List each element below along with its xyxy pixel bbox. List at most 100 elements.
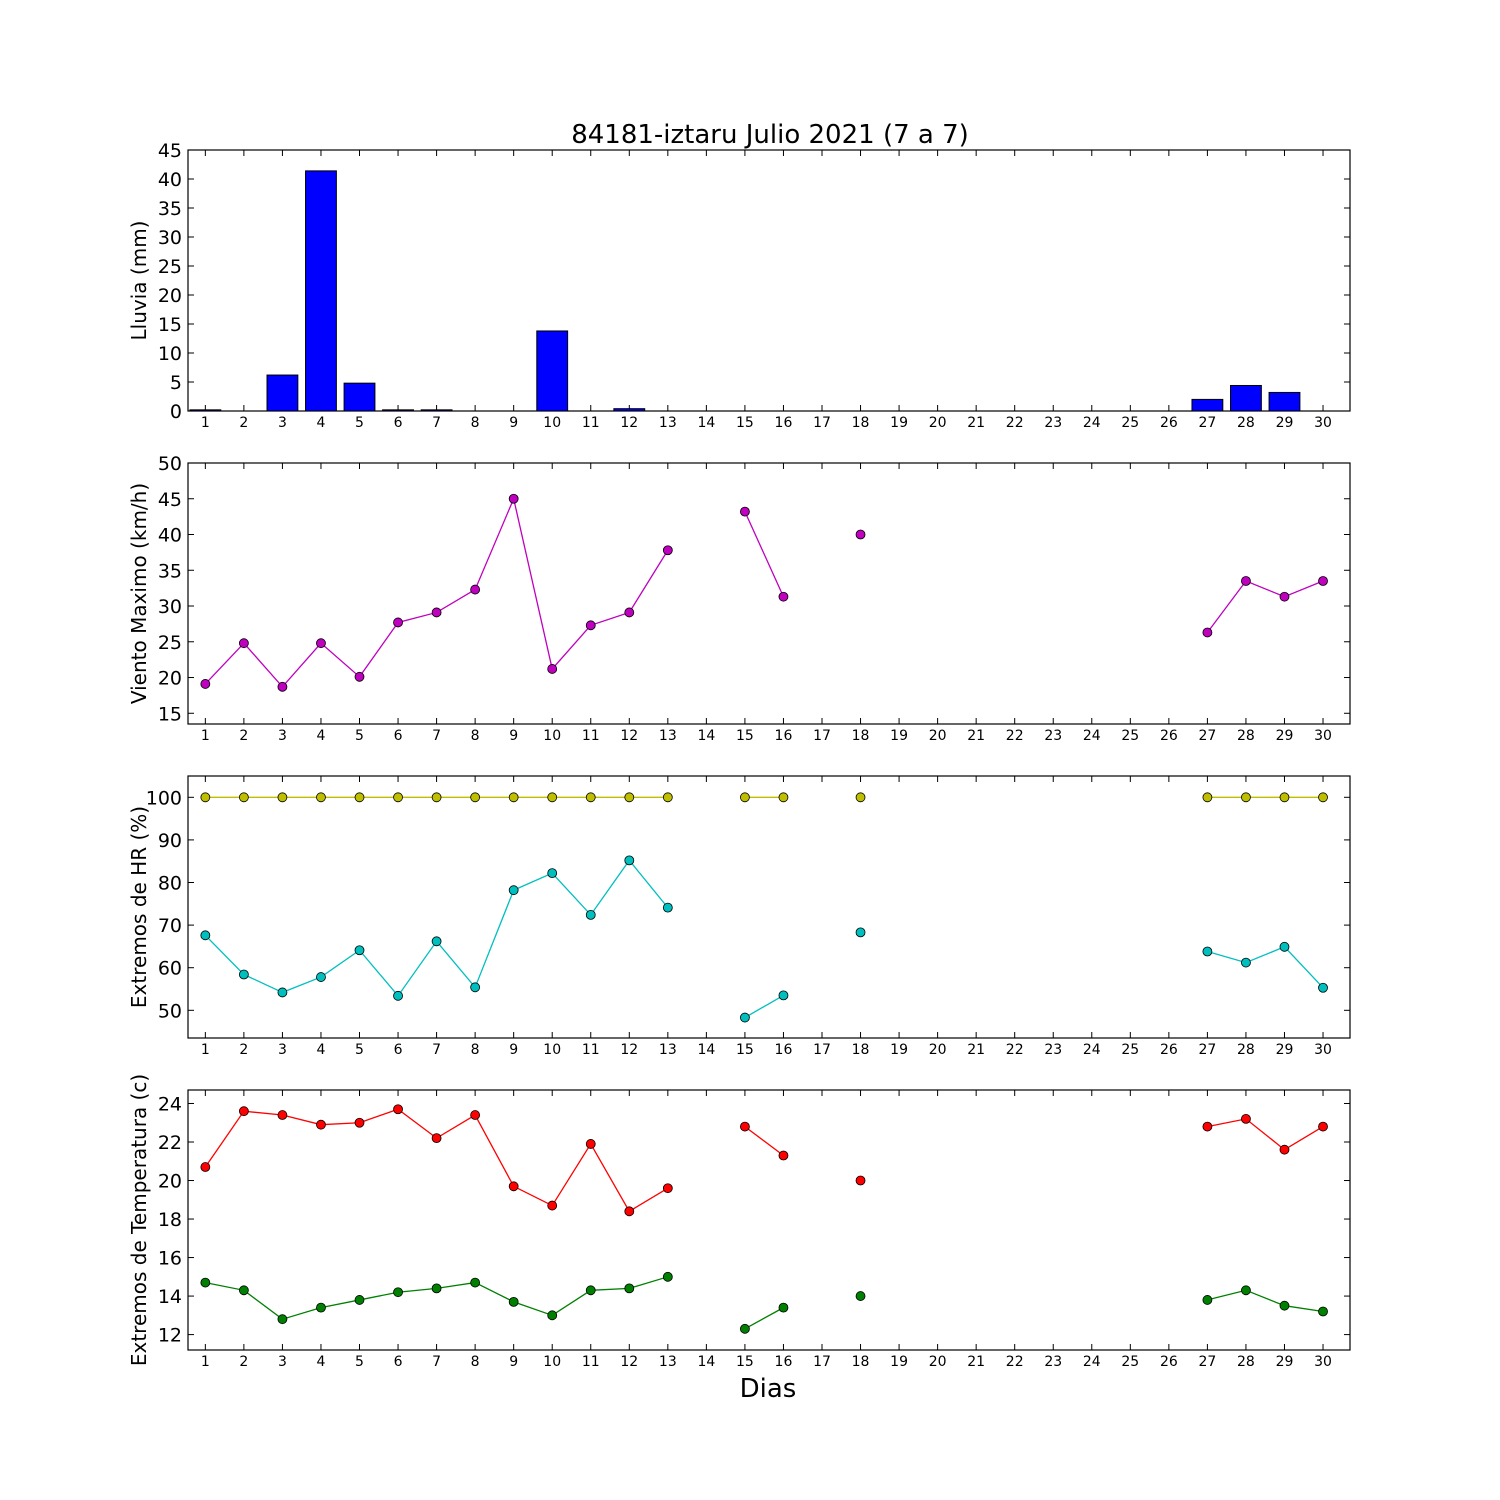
data-point — [1202, 1295, 1213, 1305]
data-point — [1202, 627, 1213, 638]
bar — [382, 409, 414, 412]
y-tick-label: 25 — [158, 632, 182, 654]
x-tick-label: 4 — [317, 415, 326, 431]
y-tick-label: 70 — [158, 915, 182, 937]
x-tick-label: 16 — [775, 728, 793, 744]
x-tick-label: 23 — [1044, 728, 1062, 744]
data-point — [277, 1110, 288, 1120]
data-point — [778, 591, 789, 602]
x-tick-label: 5 — [355, 415, 364, 431]
x-tick-label: 11 — [582, 415, 600, 431]
data-point — [431, 936, 442, 947]
y-tick-label: 30 — [158, 596, 182, 618]
data-point — [1318, 792, 1328, 803]
series-line — [744, 511, 785, 597]
series-line — [744, 1126, 784, 1157]
x-tick-label: 21 — [967, 415, 985, 431]
data-point — [393, 1104, 403, 1115]
x-tick-label: 7 — [432, 728, 441, 744]
x-tick-label: 19 — [890, 1042, 908, 1058]
x-tick-label: 26 — [1160, 415, 1178, 431]
data-point — [277, 681, 288, 692]
y-axis-label: Extremos de HR (%) — [127, 806, 151, 1008]
data-point — [585, 909, 596, 920]
series-line — [205, 1276, 669, 1320]
x-tick-label: 27 — [1198, 728, 1216, 744]
data-point — [1202, 946, 1213, 957]
data-point — [1241, 576, 1251, 586]
x-tick-label: 29 — [1276, 1042, 1294, 1058]
x-tick-label: 23 — [1044, 415, 1062, 431]
x-tick-label: 9 — [509, 728, 518, 744]
y-tick-label: 25 — [158, 256, 182, 278]
x-tick-label: 15 — [736, 1354, 754, 1370]
data-point — [238, 792, 249, 803]
y-tick-label: 45 — [158, 140, 182, 162]
y-tick-label: 20 — [158, 1171, 182, 1193]
data-point — [740, 1323, 750, 1334]
x-tick-label: 29 — [1276, 728, 1294, 744]
data-point — [470, 584, 481, 595]
x-tick-label: 21 — [967, 1042, 985, 1058]
y-tick-label: 90 — [158, 830, 182, 852]
x-tick-label: 19 — [890, 415, 908, 431]
data-point — [316, 638, 326, 649]
x-tick-label: 5 — [355, 728, 364, 744]
series-line — [1206, 580, 1324, 633]
x-tick-label: 9 — [509, 1354, 518, 1370]
data-point — [354, 1295, 365, 1305]
data-point — [740, 1012, 750, 1023]
x-tick-label: 16 — [775, 1042, 793, 1058]
x-tick-label: 25 — [1121, 728, 1139, 744]
data-point — [1279, 591, 1290, 602]
x-tick-label: 17 — [813, 1354, 831, 1370]
x-tick-label: 11 — [582, 1354, 600, 1370]
data-point — [1202, 792, 1213, 803]
bar — [266, 374, 299, 412]
data-point — [778, 990, 789, 1001]
x-tick-label: 8 — [471, 728, 480, 744]
x-tick-label: 18 — [852, 415, 870, 431]
x-tick-label: 1 — [201, 728, 210, 744]
x-tick-label: 28 — [1237, 1042, 1255, 1058]
series-line — [1207, 1289, 1324, 1313]
x-tick-label: 2 — [239, 728, 248, 744]
x-tick-label: 2 — [239, 1354, 248, 1370]
data-point — [200, 792, 211, 803]
y-tick-label: 35 — [158, 560, 182, 582]
x-tick-label: 14 — [697, 1354, 715, 1370]
data-point — [585, 792, 596, 803]
x-axis-label: Dias — [740, 1374, 797, 1404]
x-tick-label: 28 — [1237, 415, 1255, 431]
data-point — [200, 1162, 211, 1172]
plot-area — [187, 149, 1351, 412]
x-tick-label: 25 — [1121, 415, 1139, 431]
data-point — [1318, 1306, 1328, 1317]
data-point — [855, 1175, 866, 1186]
data-point — [200, 679, 211, 689]
x-tick-label: 10 — [543, 415, 561, 431]
y-tick-label: 15 — [158, 703, 182, 725]
x-tick-label: 21 — [967, 1354, 985, 1370]
data-point — [1202, 1121, 1213, 1132]
x-tick-label: 24 — [1083, 728, 1101, 744]
data-point — [393, 617, 403, 628]
x-tick-label: 6 — [394, 728, 403, 744]
y-tick-label: 22 — [158, 1132, 182, 1154]
data-point — [1241, 792, 1251, 803]
data-point — [662, 545, 673, 556]
x-tick-label: 26 — [1160, 1354, 1178, 1370]
data-point — [200, 930, 211, 941]
data-point — [238, 969, 249, 980]
y-tick-label: 45 — [158, 489, 182, 511]
y-tick-label: 20 — [158, 285, 182, 307]
x-tick-label: 4 — [317, 1354, 326, 1370]
data-point — [431, 792, 442, 803]
data-point — [855, 927, 866, 938]
data-point — [393, 792, 403, 803]
data-point — [431, 1283, 442, 1294]
x-tick-label: 13 — [659, 1042, 677, 1058]
data-point — [277, 792, 288, 803]
series-line — [1207, 1118, 1324, 1151]
x-tick-label: 20 — [929, 1354, 947, 1370]
